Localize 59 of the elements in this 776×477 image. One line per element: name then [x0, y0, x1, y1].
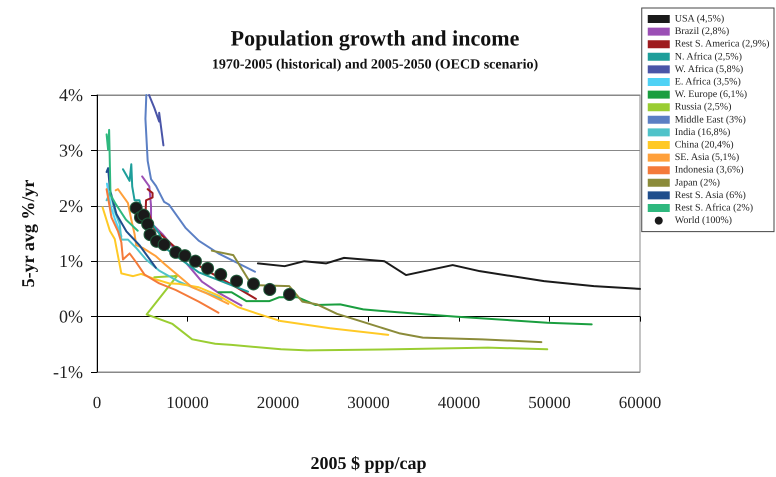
line-series	[106, 182, 122, 238]
y-axis-title: 5-yr avg %/yr	[18, 180, 38, 288]
x-tick-label: 30000	[347, 393, 390, 412]
x-tick-label: 40000	[438, 393, 480, 412]
y-tick-label: 1%	[59, 251, 83, 272]
x-tick-label: 10000	[166, 393, 209, 412]
point	[158, 238, 171, 252]
legend-label: W. Europe (6,1%)	[674, 89, 748, 100]
point	[201, 262, 214, 275]
y-tick-label: 3%	[59, 140, 83, 160]
x-tick-label: 50000	[528, 393, 571, 412]
line-series	[256, 256, 641, 290]
y-tick-label: 4%	[59, 85, 83, 105]
point	[214, 268, 228, 281]
legend-label: W. Africa (5,8%)	[674, 64, 744, 75]
legend-label: Indonesia (3,6%)	[674, 164, 744, 176]
point	[141, 218, 154, 231]
line-series	[148, 94, 164, 146]
line-series	[144, 94, 256, 273]
legend-label: Japan (2%)	[674, 177, 720, 188]
x-axis-title: 2005 $ ppp/cap	[310, 453, 427, 473]
legend-label: Rest S. Asia (6%)	[674, 190, 746, 201]
line-series	[106, 188, 220, 314]
legend-label: Russia (2,5%)	[674, 102, 732, 113]
line-series	[106, 192, 223, 300]
y-tick-label: 0%	[59, 306, 83, 327]
line-series	[106, 167, 157, 269]
line-series	[106, 128, 139, 232]
line-series	[102, 206, 390, 336]
line-series	[122, 163, 250, 293]
x-tick-label: 60000	[618, 393, 662, 412]
line-series	[114, 188, 230, 305]
chart-title: Population growth and income	[230, 26, 520, 50]
legend-label: China (20,4%)	[674, 140, 734, 150]
point	[230, 274, 244, 288]
legend-label: USA (4,5%)	[674, 14, 724, 24]
point	[178, 249, 192, 262]
point	[283, 288, 296, 301]
legend-label: E. Africa (3,5%)	[674, 76, 741, 88]
chart-subtitle: 1970-2005 (historical) and 2005-2050 (OECD scenario)	[212, 58, 538, 72]
x-tick-label: 20000	[256, 393, 300, 412]
line-series	[146, 274, 548, 352]
legend-label: Middle East (3%)	[674, 114, 746, 126]
x-tick-label: 0	[92, 393, 102, 412]
legend-label: Rest S. Africa (2%)	[674, 202, 754, 214]
legend-label: N. Africa (2,5%)	[674, 51, 742, 62]
legend-label: Brazil (2,8%)	[674, 26, 730, 38]
line-series	[141, 175, 242, 307]
point	[246, 277, 260, 290]
legend-label: World (100%)	[674, 215, 732, 226]
line-series	[217, 291, 593, 326]
point	[188, 254, 202, 268]
line-series	[210, 250, 542, 344]
point	[263, 282, 276, 296]
legend-label: India (16,8%)	[674, 126, 730, 138]
legend-label: Rest S. America (2,9%)	[674, 38, 770, 50]
legend-label: SE. Asia (5,1%)	[674, 152, 740, 164]
y-tick-label: -1%	[53, 362, 83, 382]
y-tick-label: 2%	[59, 196, 83, 216]
